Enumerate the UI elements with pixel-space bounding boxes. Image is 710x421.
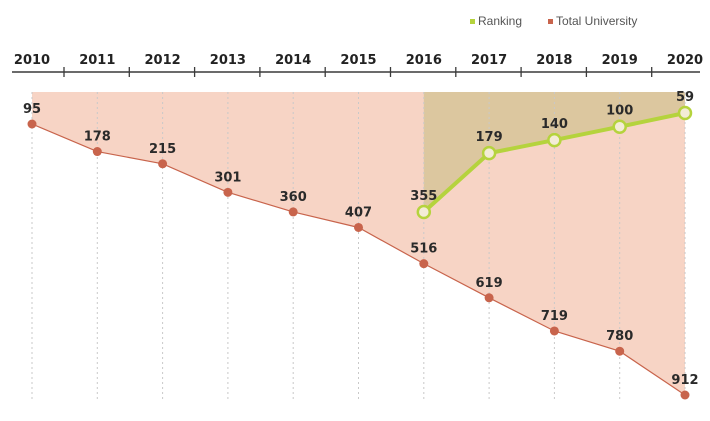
total-university-point (615, 346, 625, 356)
x-tick-label: 2015 (340, 53, 376, 68)
total-university-point (92, 147, 102, 157)
vertical-gridlines (31, 92, 686, 400)
ranking-point (547, 132, 562, 148)
x-tick-label: 2013 (210, 53, 246, 68)
total-university-point (223, 187, 233, 197)
legend-label: Total University (556, 14, 637, 28)
ranking-point (481, 145, 497, 161)
ranking-value-label: 59 (676, 90, 694, 105)
ranking-value-label: 140 (541, 117, 568, 132)
ranking-point (416, 204, 432, 220)
total-university-point (354, 222, 363, 232)
total-university-value-label: 215 (149, 142, 176, 157)
x-tick-label: 2011 (79, 53, 115, 68)
ranking-value-label: 355 (410, 189, 437, 204)
ranking-value-label: 100 (606, 104, 633, 119)
x-tick-label: 2019 (602, 53, 638, 68)
total-university-area (32, 92, 685, 395)
total-university-value-label: 719 (541, 309, 568, 324)
total-university-value-label: 178 (84, 130, 111, 145)
x-tick-label: 2017 (471, 53, 507, 68)
data-labels: 95 178 215 301 360 407 516 619 719 780 912 355 179 14… (23, 90, 699, 388)
x-tick-label: 2014 (275, 53, 311, 68)
x-tick-label: 2020 (667, 53, 703, 68)
x-tick-label: 2010 (14, 53, 50, 68)
total-university-value-label: 619 (476, 276, 503, 291)
data-points (27, 105, 693, 400)
total-university-point (158, 159, 168, 169)
ranking-point (612, 119, 627, 134)
total-university-value-label: 780 (606, 329, 633, 344)
total-university-value-label: 407 (345, 205, 372, 220)
total-university-value-label: 360 (280, 190, 307, 205)
total-university-value-label: 912 (671, 373, 698, 388)
total-university-value-label: 301 (214, 170, 241, 185)
total-university-value-label: 95 (23, 102, 41, 117)
x-tick-label: 2012 (145, 53, 181, 68)
total-university-point (419, 259, 429, 269)
ranking-point (677, 105, 693, 121)
x-axis: 2010 2011 2012 2013 2014 2015 2016 2017 2018 2019… (12, 53, 703, 77)
total-university-point (484, 293, 494, 303)
legend: Ranking Total University (470, 14, 637, 28)
x-tick-label: 2018 (536, 53, 572, 68)
total-university-point (27, 119, 37, 129)
ranking-value-label: 179 (476, 130, 503, 145)
legend-swatch (548, 19, 553, 24)
legend-swatch (470, 19, 475, 24)
total-university-point (680, 390, 690, 400)
legend-label: Ranking (478, 14, 522, 28)
x-tick-label: 2016 (406, 53, 442, 68)
total-university-value-label: 516 (410, 242, 437, 257)
total-university-point (549, 326, 559, 336)
total-university-point (288, 207, 298, 217)
